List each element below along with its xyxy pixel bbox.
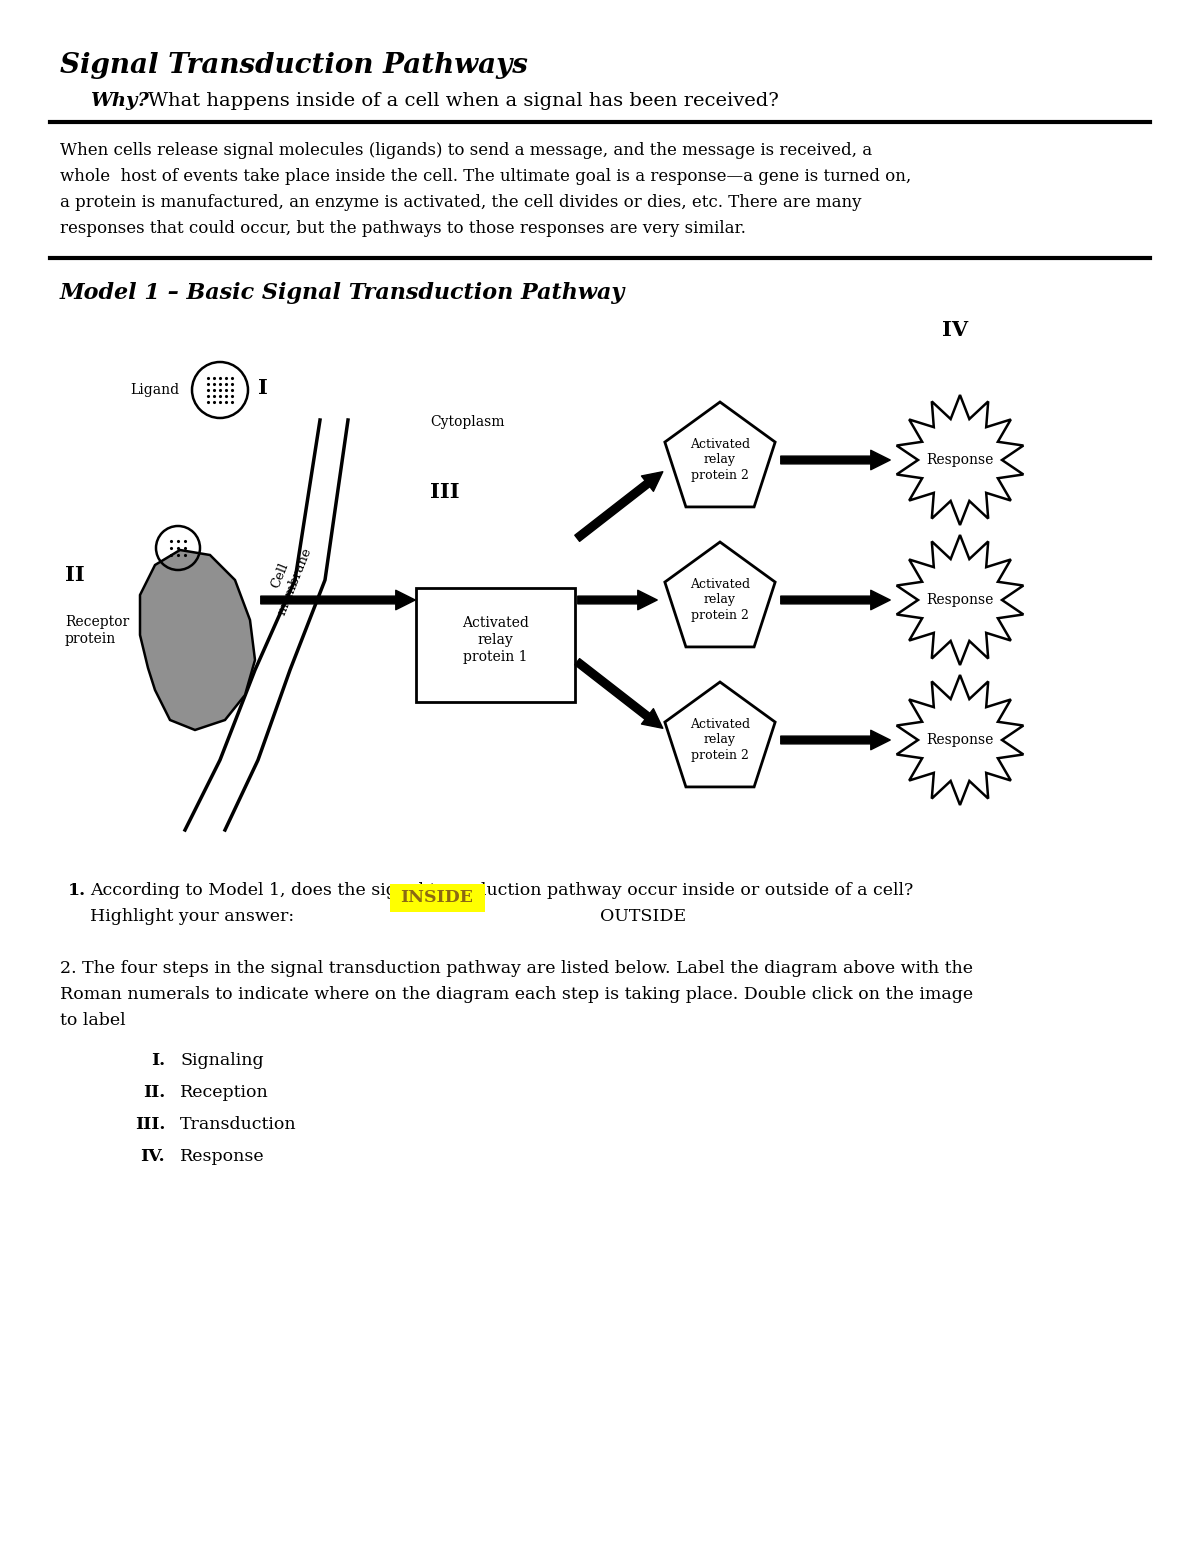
Text: Response: Response xyxy=(926,733,994,747)
Text: IV: IV xyxy=(942,320,968,340)
Text: Signaling: Signaling xyxy=(180,1051,264,1068)
Text: 1.: 1. xyxy=(68,882,86,899)
Text: INSIDE: INSIDE xyxy=(401,890,474,907)
Text: What happens inside of a cell when a signal has been received?: What happens inside of a cell when a sig… xyxy=(148,92,779,110)
Text: Response: Response xyxy=(926,593,994,607)
Text: Reception: Reception xyxy=(180,1084,269,1101)
Text: Response: Response xyxy=(180,1148,265,1165)
Polygon shape xyxy=(665,402,775,506)
Text: Cytoplasm: Cytoplasm xyxy=(430,415,504,429)
Text: Highlight your answer:: Highlight your answer: xyxy=(90,909,294,926)
Text: I.: I. xyxy=(151,1051,166,1068)
Polygon shape xyxy=(140,550,256,730)
Polygon shape xyxy=(896,534,1024,665)
Text: Roman numerals to indicate where on the diagram each step is taking place. Doubl: Roman numerals to indicate where on the … xyxy=(60,986,973,1003)
Text: Why?: Why? xyxy=(90,92,149,110)
Text: Cell
membrane: Cell membrane xyxy=(260,539,314,617)
Text: III.: III. xyxy=(134,1117,166,1134)
Text: I: I xyxy=(258,377,268,398)
Text: Ligand: Ligand xyxy=(130,384,179,398)
Text: When cells release signal molecules (ligands) to send a message, and the message: When cells release signal molecules (lig… xyxy=(60,141,872,158)
Text: Activated
relay
protein 1: Activated relay protein 1 xyxy=(462,615,529,665)
Text: a protein is manufactured, an enzyme is activated, the cell divides or dies, etc: a protein is manufactured, an enzyme is … xyxy=(60,194,862,211)
Text: Response: Response xyxy=(926,453,994,467)
Polygon shape xyxy=(896,394,1024,525)
Text: Activated
relay
protein 2: Activated relay protein 2 xyxy=(690,438,750,483)
FancyBboxPatch shape xyxy=(416,589,575,702)
Text: to label: to label xyxy=(60,1013,126,1030)
Text: Activated
relay
protein 2: Activated relay protein 2 xyxy=(690,717,750,763)
Polygon shape xyxy=(896,676,1024,804)
Text: Receptor
protein: Receptor protein xyxy=(65,615,130,646)
Text: II: II xyxy=(65,565,85,585)
Text: Transduction: Transduction xyxy=(180,1117,296,1134)
Text: 2. The four steps in the signal transduction pathway are listed below. Label the: 2. The four steps in the signal transduc… xyxy=(60,960,973,977)
Text: IV.: IV. xyxy=(140,1148,166,1165)
Polygon shape xyxy=(665,542,775,648)
Text: III: III xyxy=(430,481,460,502)
Text: II.: II. xyxy=(143,1084,166,1101)
Text: Signal Transduction Pathways: Signal Transduction Pathways xyxy=(60,51,528,79)
Text: Activated
relay
protein 2: Activated relay protein 2 xyxy=(690,578,750,623)
Text: whole  host of events take place inside the cell. The ultimate goal is a respons: whole host of events take place inside t… xyxy=(60,168,911,185)
Text: According to Model 1, does the signal transduction pathway occur inside or outsi: According to Model 1, does the signal tr… xyxy=(90,882,913,899)
Text: responses that could occur, but the pathways to those responses are very similar: responses that could occur, but the path… xyxy=(60,221,746,238)
Text: Model 1 – Basic Signal Transduction Pathway: Model 1 – Basic Signal Transduction Path… xyxy=(60,283,625,304)
FancyBboxPatch shape xyxy=(390,884,485,912)
Polygon shape xyxy=(665,682,775,787)
Text: OUTSIDE: OUTSIDE xyxy=(600,909,686,926)
